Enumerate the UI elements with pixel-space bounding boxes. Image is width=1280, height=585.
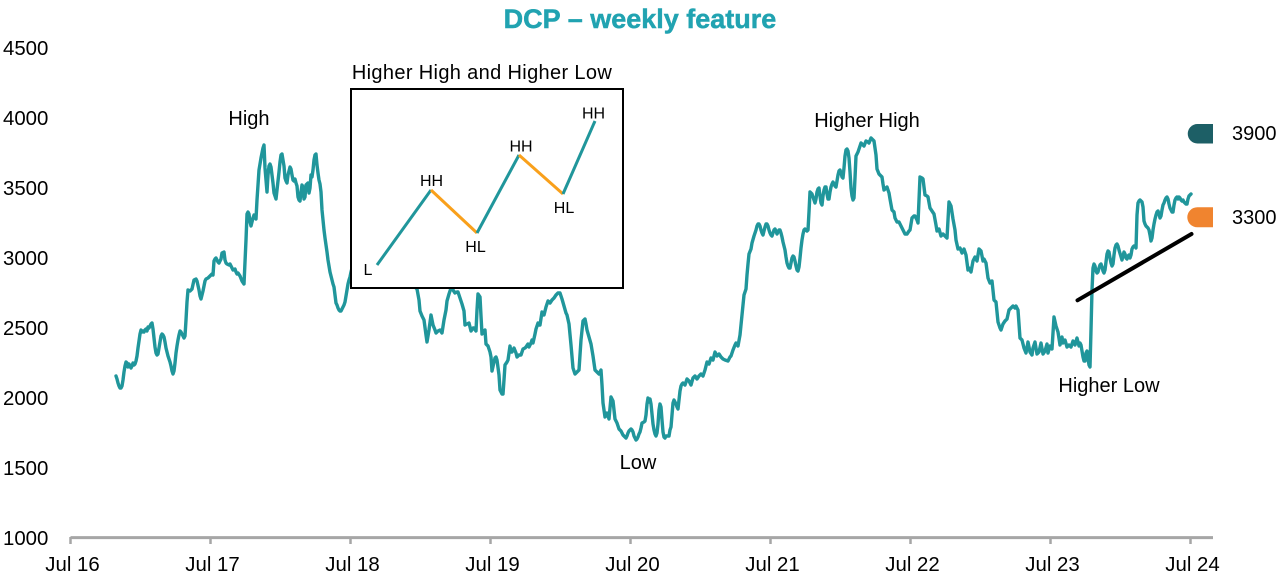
svg-text:Jul 16: Jul 16	[45, 554, 99, 576]
svg-text:4000: 4000	[3, 108, 48, 130]
svg-text:4500: 4500	[3, 38, 48, 60]
svg-text:Jul 18: Jul 18	[325, 554, 379, 576]
svg-text:Low: Low	[620, 452, 657, 474]
svg-text:Jul 23: Jul 23	[1025, 554, 1079, 576]
svg-text:3500: 3500	[3, 178, 48, 200]
svg-text:L: L	[364, 262, 373, 279]
svg-text:Jul 22: Jul 22	[885, 554, 939, 576]
svg-text:Higher High: Higher High	[814, 110, 920, 132]
svg-text:Higher High and Higher Low: Higher High and Higher Low	[352, 62, 613, 84]
svg-text:HL: HL	[465, 239, 486, 256]
svg-text:HH: HH	[582, 106, 605, 123]
svg-text:3900: 3900	[1232, 123, 1277, 145]
svg-text:2000: 2000	[3, 388, 48, 410]
svg-text:High: High	[228, 108, 269, 130]
svg-text:3000: 3000	[3, 248, 48, 270]
svg-text:Higher Low: Higher Low	[1058, 375, 1160, 397]
svg-text:Jul 24: Jul 24	[1165, 554, 1219, 576]
svg-text:Jul 21: Jul 21	[745, 554, 799, 576]
svg-text:1500: 1500	[3, 458, 48, 480]
svg-text:DCP – weekly feature: DCP – weekly feature	[504, 4, 777, 34]
svg-text:HH: HH	[420, 173, 443, 190]
svg-text:HH: HH	[509, 139, 532, 156]
svg-text:Jul 19: Jul 19	[465, 554, 519, 576]
svg-text:1000: 1000	[3, 528, 48, 550]
svg-text:Jul 17: Jul 17	[185, 554, 239, 576]
svg-text:2500: 2500	[3, 318, 48, 340]
svg-text:Jul 20: Jul 20	[605, 554, 659, 576]
svg-text:HL: HL	[554, 200, 575, 217]
svg-text:3300: 3300	[1232, 207, 1277, 229]
